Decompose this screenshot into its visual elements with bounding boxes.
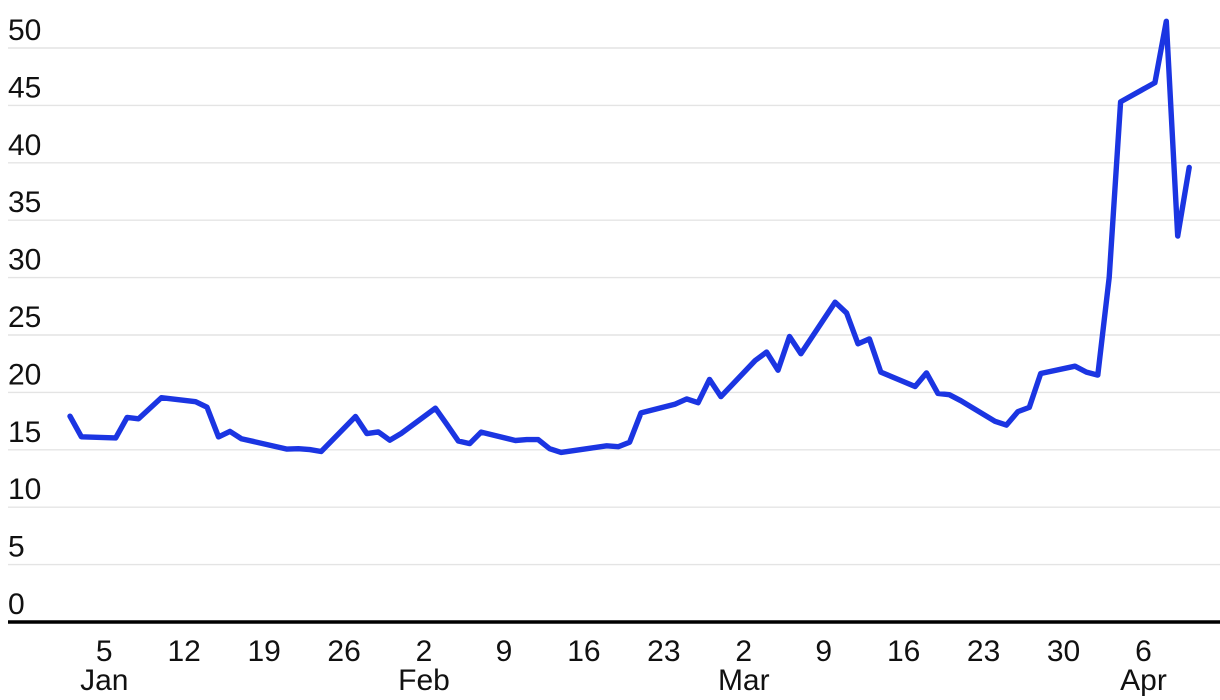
x-tick-label: 23: [967, 635, 1000, 668]
x-month-label: Mar: [718, 664, 770, 697]
x-tick-label: 26: [327, 635, 360, 668]
y-tick-label: 15: [8, 416, 41, 449]
x-tick-label: 2: [416, 635, 433, 668]
y-tick-label: 45: [8, 71, 41, 104]
y-tick-label: 25: [8, 301, 41, 334]
x-tick-label: 30: [1047, 635, 1080, 668]
x-tick-label: 12: [168, 635, 201, 668]
x-tick-label: 9: [815, 635, 832, 668]
gridlines-group: [8, 47, 1220, 624]
data-line-group: [67, 18, 1192, 456]
x-tick-label: 9: [496, 635, 513, 668]
data-line: [67, 18, 1192, 456]
x-month-label: Feb: [398, 664, 450, 697]
x-tick-label: 16: [567, 635, 600, 668]
y-tick-label: 0: [8, 588, 25, 621]
y-tick-label: 50: [8, 14, 41, 47]
x-tick-label: 5: [96, 635, 113, 668]
y-tick-label: 30: [8, 244, 41, 277]
x-tick-label: 23: [647, 635, 680, 668]
x-tick-label: 6: [1135, 635, 1152, 668]
y-tick-label: 5: [8, 531, 25, 564]
x-month-label: Jan: [80, 664, 128, 697]
y-tick-label: 40: [8, 129, 41, 162]
y-tick-label: 20: [8, 358, 41, 391]
x-month-label: Apr: [1120, 664, 1167, 697]
y-tick-label: 10: [8, 473, 41, 506]
y-axis-labels-group: 0 5 10 15 20 25 30 35 40 45 50: [8, 14, 41, 621]
x-tick-label: 19: [247, 635, 280, 668]
x-tick-label: 16: [887, 635, 920, 668]
y-tick-label: 35: [8, 186, 41, 219]
x-tick-label: 2: [735, 635, 752, 668]
